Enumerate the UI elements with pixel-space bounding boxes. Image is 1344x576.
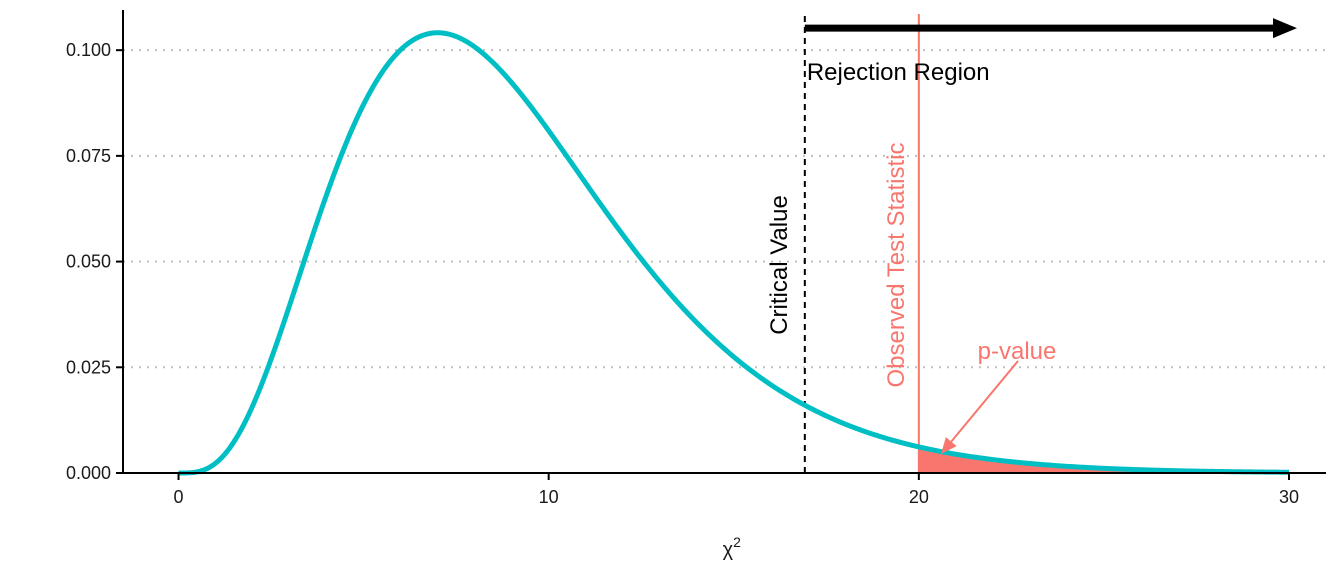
- x-axis-title-superscript: 2: [733, 534, 741, 550]
- rejection-region-arrowhead: [1272, 18, 1297, 39]
- x-tick-label: 20: [909, 487, 929, 507]
- y-tick-label: 0.100: [66, 40, 111, 60]
- y-tick-label: 0.050: [66, 252, 111, 272]
- p-value-arrowhead: [941, 437, 957, 454]
- x-tick-label: 0: [174, 487, 184, 507]
- x-axis-title-symbol: χ: [723, 539, 734, 561]
- y-tick-label: 0.000: [66, 463, 111, 483]
- p-value-shaded-area: [918, 446, 1289, 473]
- axes: [122, 10, 1326, 474]
- p-value-label: p-value: [978, 338, 1057, 365]
- critical-value-label: Critical Value: [766, 195, 793, 335]
- chi-square-density-curve: [177, 30, 1290, 476]
- x-tick-label: 10: [539, 487, 559, 507]
- x-tick-label: 30: [1279, 487, 1299, 507]
- rejection-region-label: Rejection Region: [807, 59, 990, 86]
- y-tick-label: 0.025: [66, 357, 111, 377]
- y-tick-label: 0.075: [66, 146, 111, 166]
- observed-statistic-label: Observed Test Statistic: [883, 143, 910, 388]
- p-value-arrow: [950, 360, 1019, 443]
- x-axis-ticks: 0 10 20 30: [174, 473, 1299, 507]
- y-axis-ticks: 0.000 0.025 0.050 0.075 0.100: [66, 40, 123, 483]
- x-axis-title: χ2: [723, 534, 742, 561]
